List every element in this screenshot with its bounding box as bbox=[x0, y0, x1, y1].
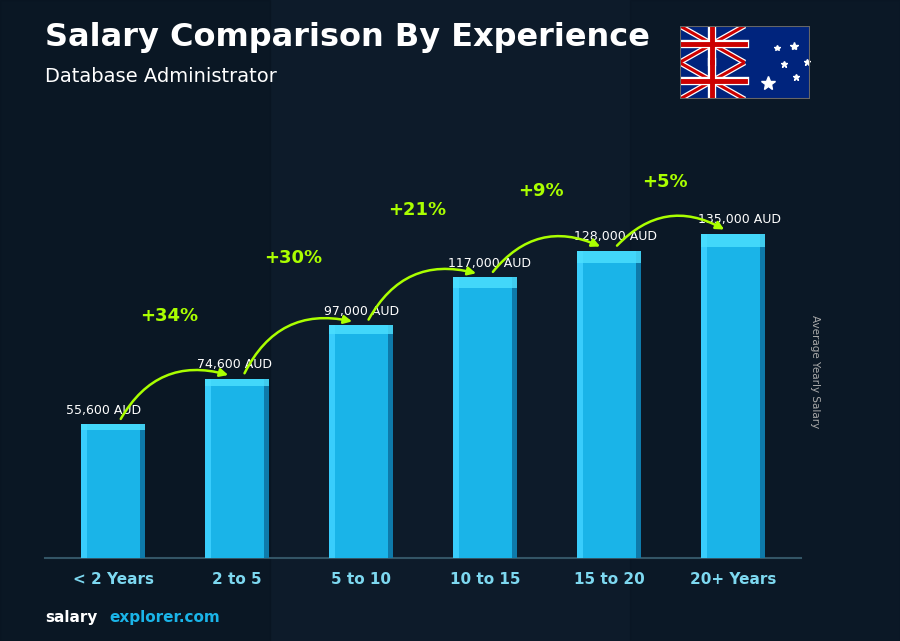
Bar bbox=[700, 234, 765, 558]
Text: 74,600 AUD: 74,600 AUD bbox=[197, 358, 273, 371]
Text: Database Administrator: Database Administrator bbox=[45, 67, 277, 87]
Bar bbox=[577, 251, 583, 558]
Bar bbox=[205, 379, 269, 386]
Bar bbox=[760, 234, 765, 558]
Text: 117,000 AUD: 117,000 AUD bbox=[448, 256, 531, 270]
Bar bbox=[265, 379, 269, 558]
Text: explorer.com: explorer.com bbox=[110, 610, 220, 625]
Bar bbox=[81, 424, 87, 558]
Bar bbox=[453, 277, 518, 558]
Text: 55,600 AUD: 55,600 AUD bbox=[66, 404, 141, 417]
Bar bbox=[0, 0, 270, 641]
Bar bbox=[328, 325, 336, 558]
Text: +9%: +9% bbox=[518, 183, 563, 201]
Text: 128,000 AUD: 128,000 AUD bbox=[574, 230, 657, 243]
Text: +34%: +34% bbox=[140, 307, 198, 325]
Text: +30%: +30% bbox=[264, 249, 322, 267]
Bar bbox=[630, 0, 900, 641]
Bar bbox=[388, 325, 393, 558]
Bar bbox=[140, 424, 146, 558]
Text: 97,000 AUD: 97,000 AUD bbox=[324, 304, 399, 317]
Text: Average Yearly Salary: Average Yearly Salary bbox=[809, 315, 820, 428]
Bar bbox=[453, 277, 459, 558]
Bar bbox=[205, 379, 212, 558]
Bar bbox=[328, 325, 393, 335]
Text: +5%: +5% bbox=[642, 173, 688, 191]
Bar bbox=[577, 251, 641, 263]
Bar bbox=[328, 325, 393, 558]
Bar bbox=[81, 424, 146, 429]
Text: 135,000 AUD: 135,000 AUD bbox=[698, 213, 781, 226]
Bar bbox=[700, 234, 707, 558]
Bar bbox=[512, 277, 517, 558]
Bar bbox=[636, 251, 641, 558]
Text: salary: salary bbox=[45, 610, 97, 625]
Bar bbox=[205, 379, 269, 558]
Text: Salary Comparison By Experience: Salary Comparison By Experience bbox=[45, 22, 650, 53]
Bar bbox=[577, 251, 641, 558]
Bar bbox=[453, 277, 518, 288]
Bar bbox=[700, 234, 765, 247]
Bar bbox=[81, 424, 146, 558]
Text: +21%: +21% bbox=[388, 201, 446, 219]
